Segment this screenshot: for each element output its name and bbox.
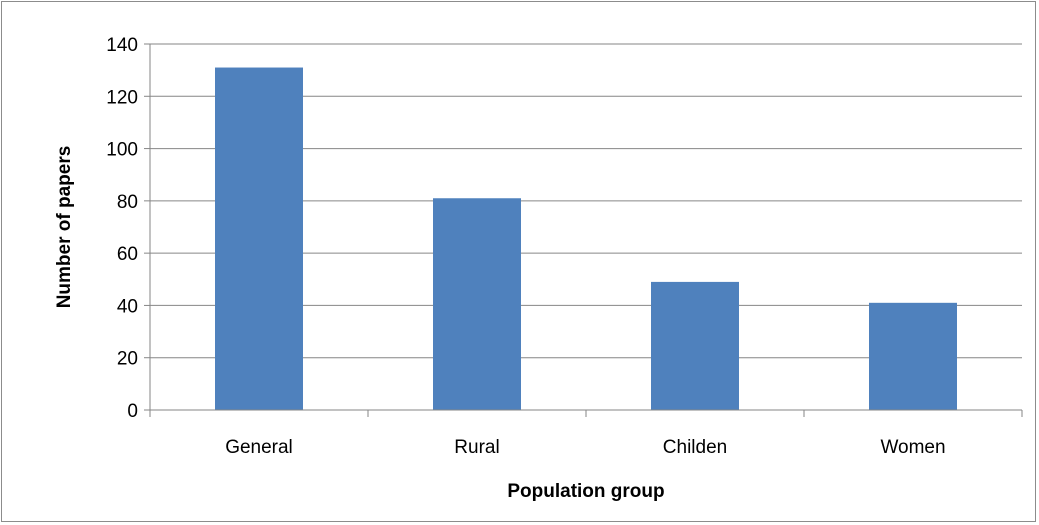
bars <box>215 67 957 411</box>
axes <box>144 43 1023 417</box>
bar-rural <box>433 198 521 410</box>
y-tick-label: 40 <box>117 296 138 317</box>
y-tick-label: 120 <box>106 87 138 108</box>
y-tick-label: 100 <box>106 140 138 161</box>
bar-women <box>869 302 957 410</box>
bar-childen <box>651 281 739 410</box>
y-axis-title: Number of papers <box>54 146 75 309</box>
x-tick-labels: General Rural Childen Women <box>225 437 945 458</box>
y-tick-label: 20 <box>117 349 138 370</box>
x-axis-title: Population group <box>507 481 664 502</box>
y-tick-label: 0 <box>127 401 138 422</box>
y-tick-label: 80 <box>117 192 138 213</box>
y-tick-labels: 0 20 40 60 80 100 120 140 <box>106 35 138 422</box>
x-tick-label: Rural <box>454 437 499 458</box>
x-tick-label: General <box>225 437 293 458</box>
x-tick-label: Childen <box>663 437 727 458</box>
y-tick-label: 60 <box>117 244 138 265</box>
bar-general <box>215 67 303 411</box>
y-tick-label: 140 <box>106 35 138 56</box>
x-tick-label: Women <box>880 437 945 458</box>
